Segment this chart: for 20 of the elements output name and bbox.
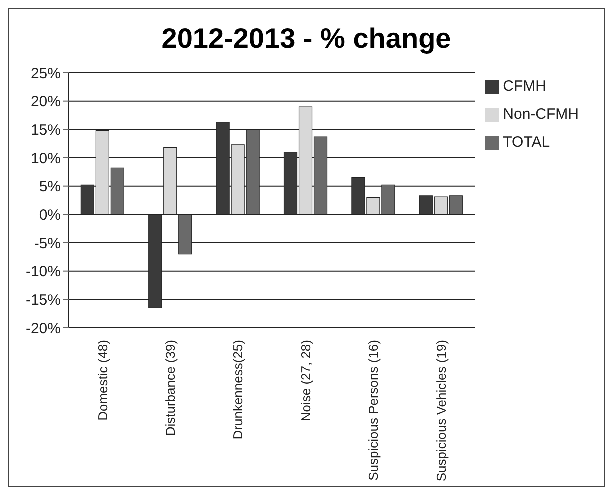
y-tick-label: 25% (30, 65, 61, 82)
y-tick-label: -10% (26, 264, 61, 281)
legend-label: TOTAL (503, 134, 550, 151)
y-tick-label: -5% (34, 235, 61, 252)
x-tick-label: Drunkenness(25) (230, 340, 246, 440)
x-tick-label: Suspicious Vehicles (19) (434, 340, 449, 482)
y-tick-label: 5% (39, 178, 61, 196)
x-tick-label: Domestic (48) (95, 340, 110, 421)
y-tick-label: 10% (30, 150, 61, 168)
x-tick-label: Suspicious Persons (16) (366, 340, 382, 481)
x-tick-label: Noise (27, 28) (298, 340, 314, 422)
y-tick-label: -20% (26, 320, 61, 338)
chart-title: 2012-2013 - % change (160, 23, 452, 56)
legend-label: Non-CFMH (503, 106, 579, 123)
x-tick-label: Disturbance (39) (163, 340, 178, 436)
y-tick-label: 0% (39, 206, 61, 224)
legend-label: CFMH (503, 78, 546, 95)
y-tick-label: 15% (30, 122, 61, 139)
y-tick-label: -15% (26, 292, 61, 309)
y-tick-label: 20% (30, 94, 61, 111)
